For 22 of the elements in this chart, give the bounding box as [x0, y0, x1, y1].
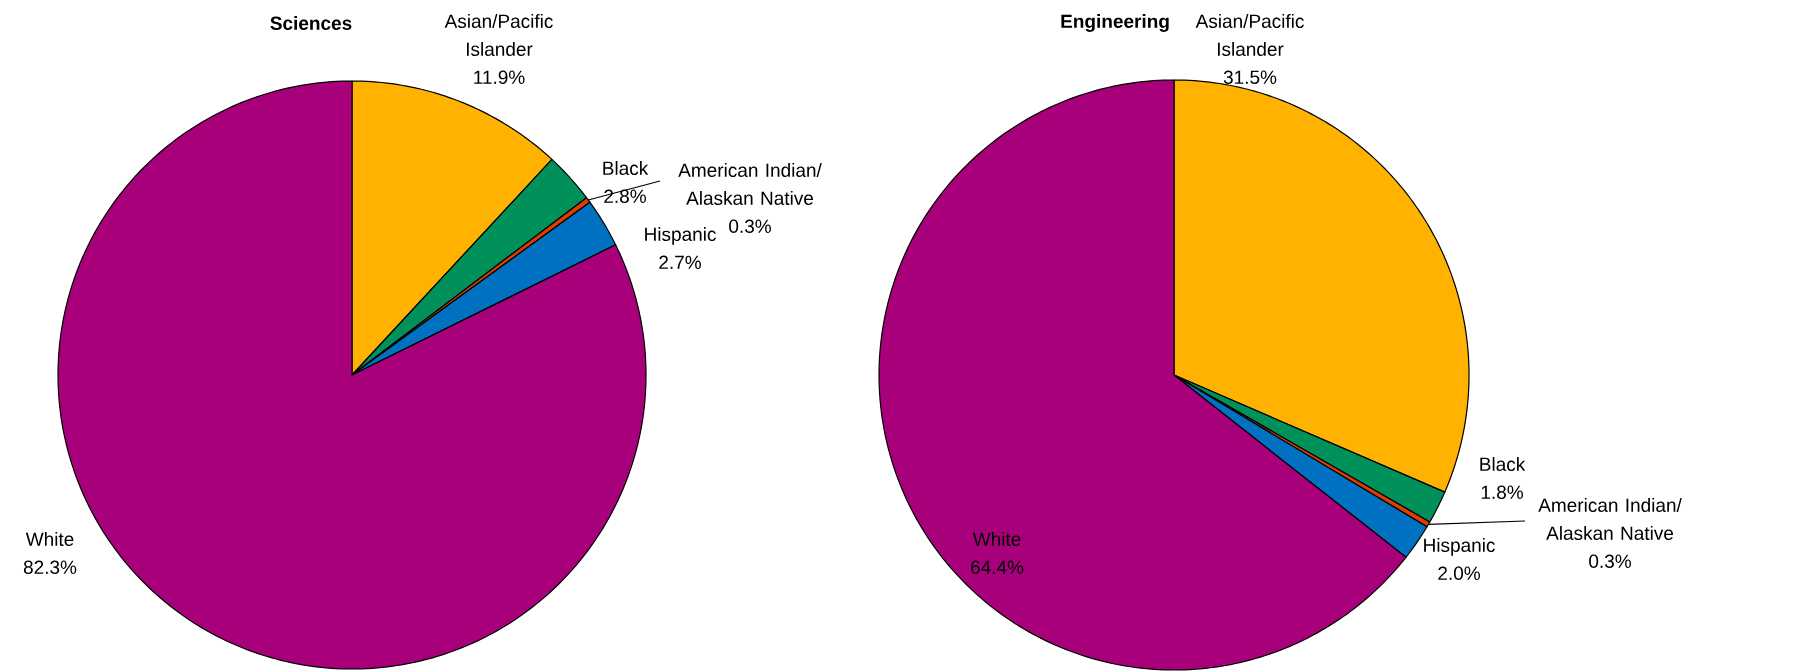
- slice-label: American Indian/ Alaskan Native: [678, 163, 822, 205]
- data-label: 2.0%: [1438, 566, 1480, 580]
- slice-label: Asian/Pacific Islander: [444, 14, 553, 56]
- slice-label: White: [25, 532, 74, 546]
- data-label: 82.3%: [23, 560, 77, 574]
- slice-label: Black: [603, 161, 649, 175]
- slice-label: Hispanic: [645, 227, 716, 245]
- data-label: 11.9%: [474, 70, 525, 84]
- data-label: 31.5%: [1223, 70, 1277, 84]
- slice-label: Hispanic: [1424, 538, 1495, 556]
- data-label: 2.8%: [604, 189, 646, 203]
- data-label: 0.3%: [729, 219, 771, 233]
- chart-title: Sciences: [270, 16, 352, 30]
- slice-label: Black: [1480, 457, 1526, 471]
- slice-label: Asian/Pacific Islander: [1195, 14, 1304, 56]
- data-label: 0.3%: [1589, 554, 1631, 568]
- data-label: 2.7%: [659, 255, 701, 269]
- slice-label: White: [972, 532, 1021, 546]
- data-label: 1.8%: [1481, 485, 1523, 499]
- slice-label: American Indian/ Alaskan Native: [1538, 498, 1682, 540]
- data-label: 64.4%: [971, 560, 1024, 574]
- chart-title: Engineering: [1061, 14, 1169, 32]
